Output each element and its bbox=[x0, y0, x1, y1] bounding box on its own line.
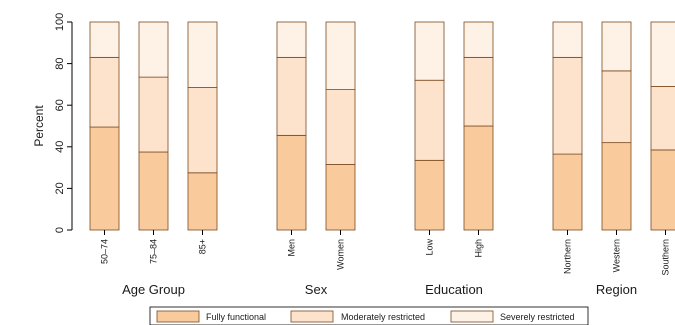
category-label: Low bbox=[425, 239, 435, 256]
y-tick-label: 20 bbox=[54, 182, 66, 194]
bar-segment-fully-functional bbox=[325, 164, 356, 231]
category-label: Northern bbox=[563, 239, 573, 274]
category-label: Women bbox=[336, 239, 346, 270]
group-label: Education bbox=[425, 282, 483, 297]
bar-segment-moderately-restricted bbox=[552, 56, 583, 155]
category-label: 75–84 bbox=[149, 239, 159, 264]
legend-label: Fully functional bbox=[206, 312, 266, 322]
bar-segment-fully-functional bbox=[276, 134, 307, 231]
bar-segment-moderately-restricted bbox=[463, 56, 494, 127]
bar-segment-severely-restricted bbox=[187, 21, 218, 88]
bar-segment-fully-functional bbox=[138, 151, 169, 231]
bar-segment-moderately-restricted bbox=[601, 70, 632, 144]
y-tick-label: 80 bbox=[54, 57, 66, 69]
bar-segment-moderately-restricted bbox=[276, 56, 307, 136]
bar-segment-severely-restricted bbox=[463, 21, 494, 58]
bar-segment-severely-restricted bbox=[138, 21, 169, 78]
bars bbox=[89, 21, 675, 231]
bar-segment-severely-restricted bbox=[325, 21, 356, 90]
bar-segment-severely-restricted bbox=[276, 21, 307, 58]
category-label: Men bbox=[287, 239, 297, 257]
y-tick-label: 40 bbox=[54, 141, 66, 153]
bar-segment-fully-functional bbox=[89, 126, 120, 231]
bar-segment-fully-functional bbox=[187, 172, 218, 231]
bar-segment-fully-functional bbox=[463, 125, 494, 231]
legend-label: Severely restricted bbox=[500, 312, 575, 322]
y-tick-label: 0 bbox=[54, 227, 66, 233]
bar-segment-fully-functional bbox=[650, 149, 675, 231]
y-tick-label: 60 bbox=[54, 99, 66, 111]
bar-segment-fully-functional bbox=[414, 159, 445, 231]
legend-swatch bbox=[450, 310, 494, 323]
group-label: Age Group bbox=[122, 282, 185, 297]
y-axis-title: Percent bbox=[32, 105, 46, 147]
legend: Fully functional Moderately restricted Sev… bbox=[149, 306, 589, 325]
y-tick-label: 100 bbox=[54, 13, 66, 31]
bar-segment-moderately-restricted bbox=[650, 86, 675, 151]
group-label: Region bbox=[596, 282, 637, 297]
group-label: Sex bbox=[305, 282, 328, 297]
bar-segment-fully-functional bbox=[552, 153, 583, 231]
y-axis: 0 20 40 60 80 100 bbox=[54, 13, 73, 233]
category-labels: 50–74 75–84 85+ Men Women Low High Northern West… bbox=[100, 230, 671, 276]
bar-segment-severely-restricted bbox=[414, 21, 445, 81]
category-label: Western bbox=[612, 239, 622, 272]
bar-segment-fully-functional bbox=[601, 142, 632, 231]
bar-segment-moderately-restricted bbox=[414, 79, 445, 161]
category-label: 85+ bbox=[198, 239, 208, 254]
bar-segment-severely-restricted bbox=[552, 21, 583, 58]
group-labels: Age Group Sex Education Region bbox=[122, 282, 637, 297]
category-label: Southern bbox=[661, 239, 671, 276]
legend-swatch bbox=[290, 310, 334, 323]
bar-segment-moderately-restricted bbox=[187, 87, 218, 174]
legend-swatch bbox=[156, 310, 200, 323]
category-label: 50–74 bbox=[100, 239, 110, 264]
bar-segment-moderately-restricted bbox=[325, 89, 356, 165]
bar-segment-moderately-restricted bbox=[89, 56, 120, 128]
category-label: High bbox=[474, 239, 484, 258]
bar-segment-moderately-restricted bbox=[138, 76, 169, 153]
bar-segment-severely-restricted bbox=[89, 21, 120, 58]
bar-segment-severely-restricted bbox=[650, 21, 675, 87]
bar-segment-severely-restricted bbox=[601, 21, 632, 72]
legend-label: Moderately restricted bbox=[341, 312, 425, 322]
